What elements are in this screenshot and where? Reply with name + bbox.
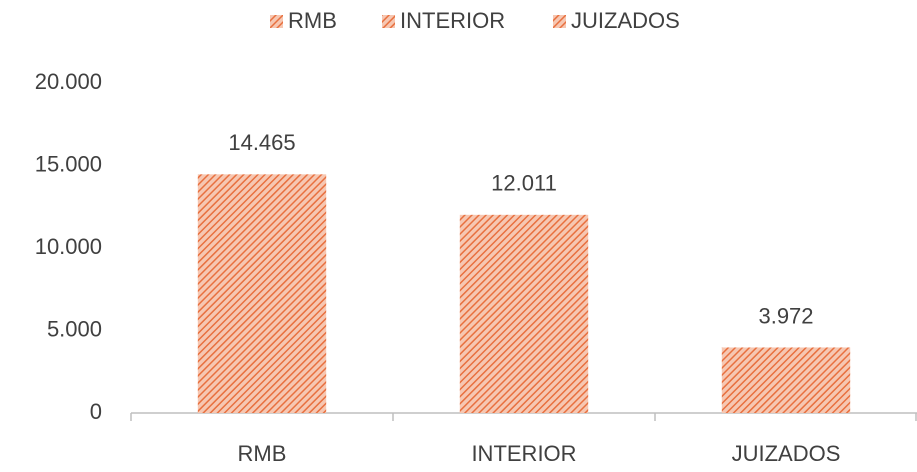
legend-swatch <box>553 15 566 28</box>
data-label: 12.011 <box>491 171 557 196</box>
y-tick-label: 5.000 <box>47 316 102 341</box>
legend-label: INTERIOR <box>400 8 505 33</box>
legend-swatch <box>382 15 395 28</box>
x-tick-label: INTERIOR <box>471 441 576 466</box>
y-tick-label: 15.000 <box>35 151 102 176</box>
y-tick-label: 20.000 <box>35 69 102 94</box>
data-label: 14.465 <box>228 130 295 155</box>
y-tick-label: 10.000 <box>35 234 102 259</box>
bar <box>459 214 589 413</box>
x-tick-label: JUIZADOS <box>732 441 841 466</box>
legend-label: RMB <box>288 8 337 33</box>
legend-label: JUIZADOS <box>571 8 680 33</box>
bar <box>721 347 851 413</box>
x-tick-label: RMB <box>238 441 287 466</box>
legend-swatch <box>270 15 283 28</box>
bar <box>197 174 327 413</box>
data-label: 3.972 <box>758 303 813 328</box>
y-tick-label: 0 <box>90 399 102 424</box>
